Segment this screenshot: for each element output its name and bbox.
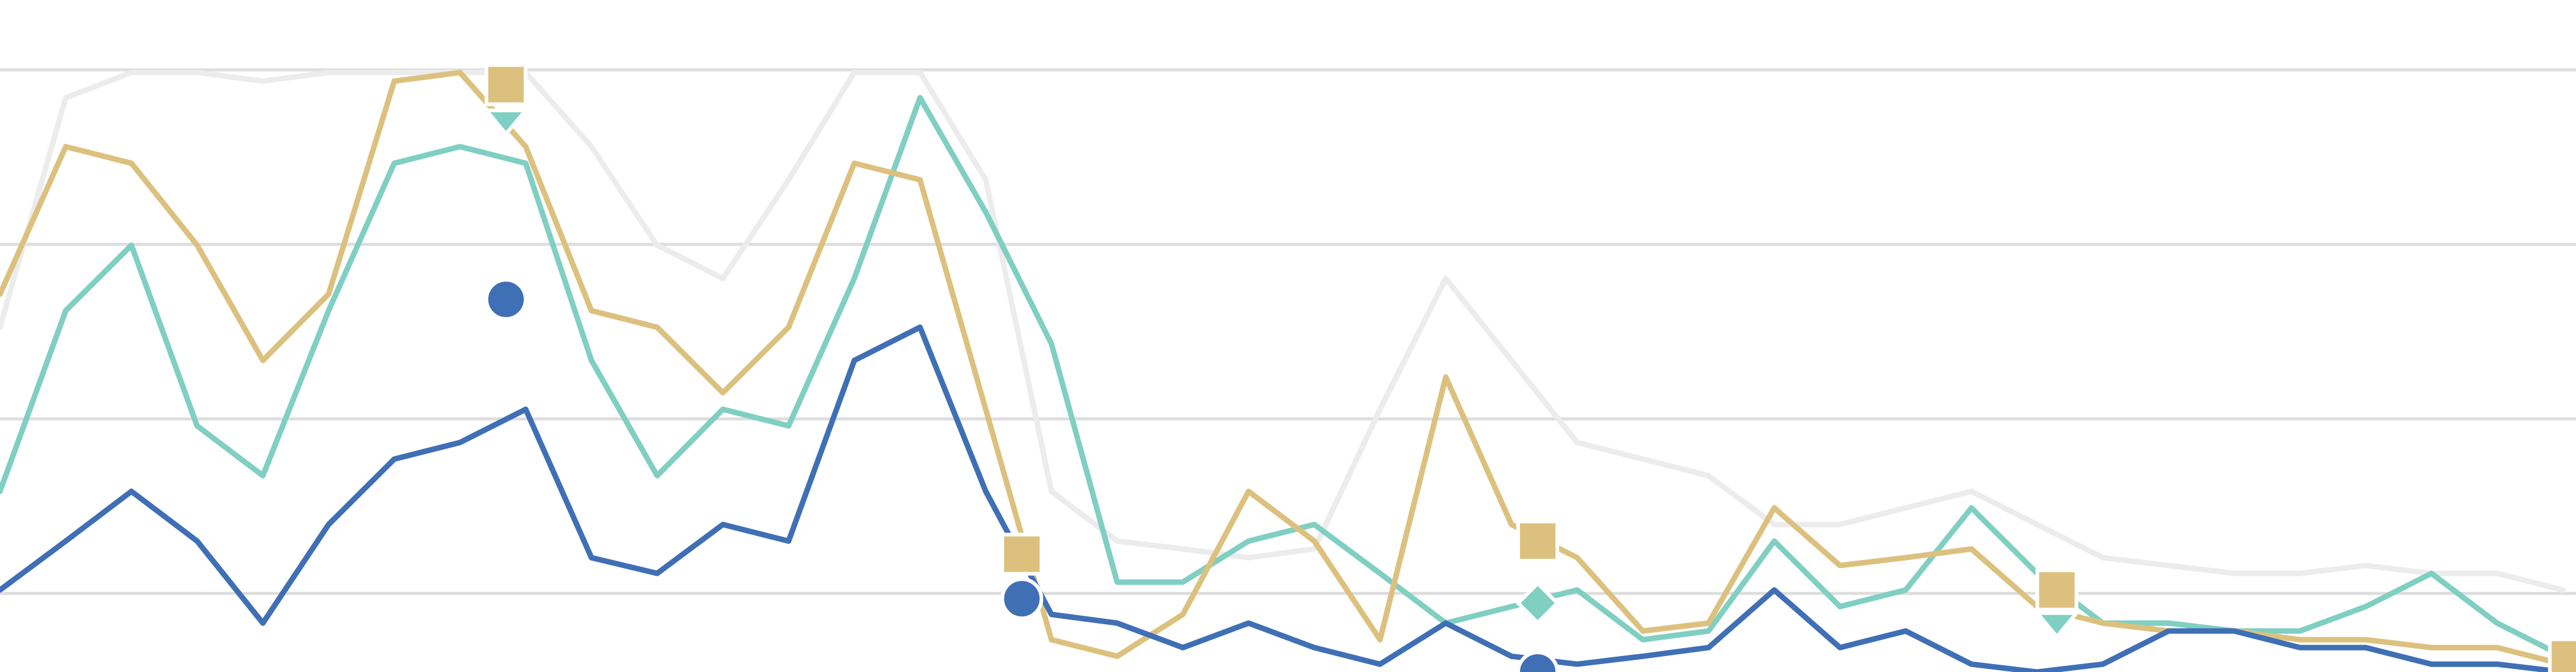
marker-square	[484, 63, 527, 106]
marker-square	[1000, 532, 1044, 576]
marker-circle	[1516, 651, 1560, 672]
marker-square	[1516, 520, 1560, 563]
marker-circle	[484, 278, 527, 321]
marker-square	[2035, 568, 2079, 611]
marker-diamond	[1515, 581, 1560, 625]
marker-circle	[1000, 577, 1044, 621]
series-line	[0, 69, 2566, 593]
series-line	[0, 69, 2566, 667]
series-line	[0, 324, 2566, 672]
marker-square	[2548, 637, 2576, 672]
marker-triangle	[482, 108, 530, 137]
marker-triangle	[2033, 611, 2080, 640]
series-line	[0, 95, 2566, 659]
